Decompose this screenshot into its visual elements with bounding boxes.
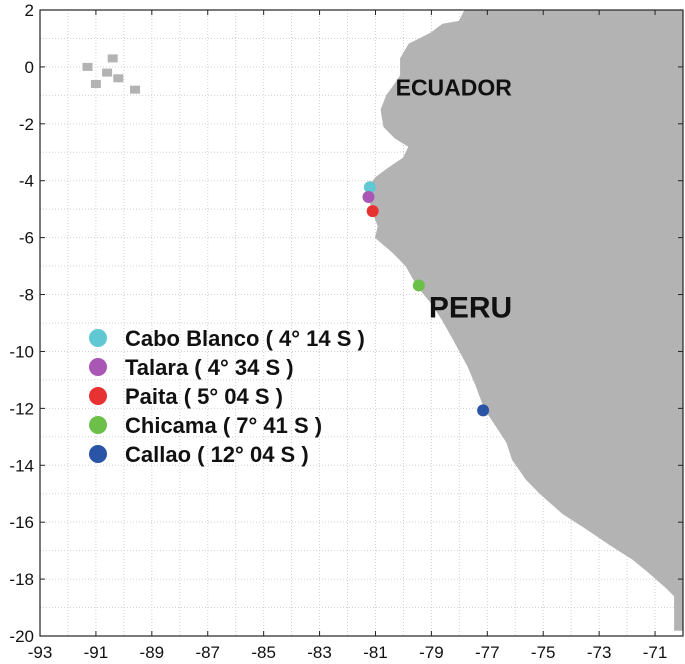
x-tick-label: -87: [195, 643, 220, 662]
island: [130, 85, 141, 94]
x-tick-label: -79: [419, 643, 444, 662]
land-layer: [82, 10, 683, 631]
x-tick-label: -75: [531, 643, 556, 662]
y-tick-label: -16: [9, 513, 34, 532]
country-label: PERU: [429, 291, 512, 324]
legend-entry-label: Paita ( 5° 04 S ): [125, 384, 283, 409]
legend-entry-label: Cabo Blanco ( 4° 14 S ): [125, 326, 365, 351]
country-labels: ECUADOR PERU: [396, 74, 513, 324]
legend-marker: [89, 329, 107, 347]
island: [113, 74, 124, 83]
land-area: [366, 10, 683, 631]
legend-marker: [89, 416, 107, 434]
country-label: ECUADOR: [396, 74, 513, 100]
y-tick-label: -20: [9, 627, 34, 646]
x-tick-label: -77: [475, 643, 500, 662]
y-tick-label: -10: [9, 342, 34, 361]
legend-entry-label: Callao ( 12° 04 S ): [125, 442, 309, 467]
legend: Cabo Blanco ( 4° 14 S ) Talara ( 4° 34 S …: [89, 326, 365, 467]
legend-marker: [89, 358, 107, 376]
x-tick-label: -85: [251, 643, 276, 662]
y-tick-label: -4: [19, 172, 34, 191]
island: [107, 54, 118, 63]
x-tick-label: -81: [363, 643, 388, 662]
y-tick-label: 0: [25, 58, 34, 77]
axis-ticks: -93 -91 -89 -87 -85 -83 -81 -79 -77 -75 -73 -71 2 0 -2…: [9, 1, 683, 662]
station-marker: [412, 279, 425, 292]
legend-entry-label: Chicama ( 7° 41 S ): [125, 413, 322, 438]
island: [102, 68, 113, 77]
station-markers: [362, 181, 490, 417]
station-marker: [362, 190, 375, 203]
x-tick-label: -93: [28, 643, 53, 662]
plot-frame: [39, 9, 684, 637]
x-tick-label: -71: [643, 643, 668, 662]
y-tick-label: 2: [25, 1, 34, 20]
station-marker: [366, 205, 379, 218]
x-tick-label: -83: [307, 643, 332, 662]
y-tick-label: -2: [19, 115, 34, 134]
legend-entry-label: Talara ( 4° 34 S ): [125, 355, 294, 380]
legend-marker: [89, 387, 107, 405]
y-tick-label: -6: [19, 229, 34, 248]
legend-marker: [89, 445, 107, 463]
x-tick-label: -73: [587, 643, 612, 662]
y-tick-label: -8: [19, 286, 34, 305]
x-tick-label: -91: [84, 643, 109, 662]
station-marker: [477, 404, 490, 417]
island: [90, 79, 101, 88]
station-marker: [363, 181, 376, 194]
y-tick-label: -12: [9, 399, 34, 418]
y-tick-label: -14: [9, 456, 34, 475]
y-tick-label: -18: [9, 570, 34, 589]
x-tick-label: -89: [140, 643, 165, 662]
island: [82, 62, 93, 71]
